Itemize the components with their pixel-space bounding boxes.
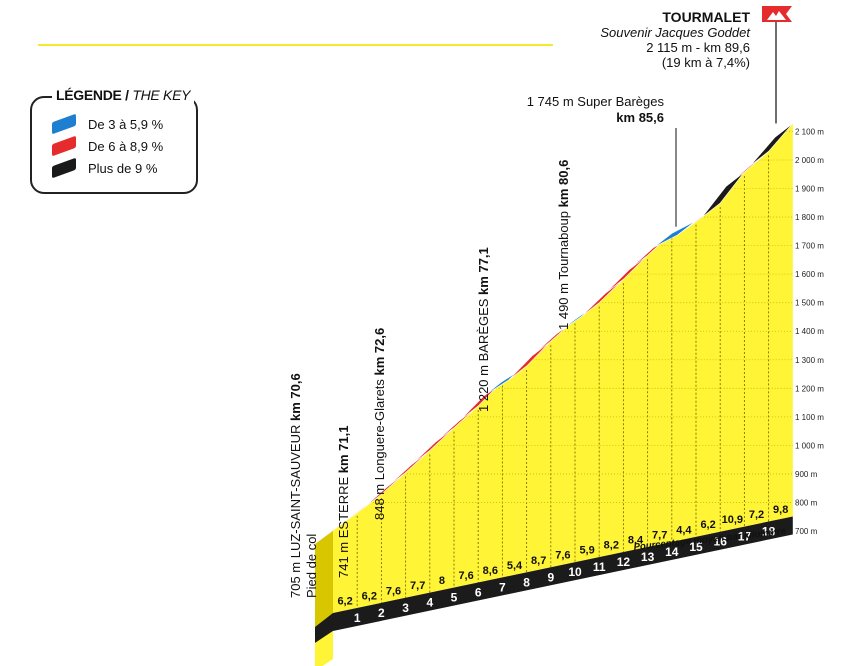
climb-annotation: 1 490 m Tournaboup km 80,6 xyxy=(556,160,571,330)
legend-label: De 3 à 5,9 % xyxy=(88,116,164,132)
callout-label: 1 745 m Super Barèges xyxy=(527,94,665,109)
summit-climb: (19 km à 7,4%) xyxy=(661,55,750,70)
header-rule xyxy=(38,44,553,46)
gradient-label: 10,9 xyxy=(722,514,743,526)
gradient-label: 7,7 xyxy=(652,529,667,541)
altitude-tick-label: 1 700 m xyxy=(795,242,824,251)
annotation-place: 848 m Longuere-Glarets xyxy=(372,375,387,520)
altitude-tick-label: 800 m xyxy=(795,498,818,507)
altitude-tick-label: 1 600 m xyxy=(795,270,824,279)
summit-altitude: 2 115 m - km 89,6 xyxy=(646,40,750,55)
km-label: 18 xyxy=(762,525,776,539)
altitude-tick-label: 2 000 m xyxy=(795,156,824,165)
annotation-km: km 70,6 xyxy=(288,373,303,421)
altitude-tick-label: 700 m xyxy=(795,527,818,536)
km-label: 9 xyxy=(547,570,554,584)
annotation-km: km 71,1 xyxy=(336,426,351,474)
gradient-segment xyxy=(750,123,794,166)
gradient-label: 6,2 xyxy=(337,595,352,607)
altitude-tick-label: 1 300 m xyxy=(795,356,824,365)
km-label: 7 xyxy=(499,580,506,594)
legend-title: LÉGENDE / THE KEY xyxy=(52,87,195,103)
climb-annotation: 848 m Longuere-Glarets km 72,6 xyxy=(372,328,387,520)
annotation-place: 741 m ESTERRE xyxy=(336,473,351,578)
km-label: 10 xyxy=(568,565,582,579)
km-label: 15 xyxy=(689,540,703,554)
gradient-label: 8,6 xyxy=(483,565,498,577)
annotation-place: 705 m LUZ-SAINT-SAUVEUR xyxy=(288,421,303,598)
annotation-place: 1 490 m Tournaboup xyxy=(556,207,571,330)
gradient-label: 8,2 xyxy=(604,540,619,552)
gradient-label: 4,4 xyxy=(676,524,692,536)
gradient-label: 7,6 xyxy=(386,585,401,597)
gradient-label: 6,2 xyxy=(700,519,715,531)
callout-km: km 85,6 xyxy=(616,110,664,125)
km-label: 4 xyxy=(426,596,433,610)
altitude-tick-label: 1 200 m xyxy=(795,384,824,393)
gradient-label: 7,2 xyxy=(749,509,764,521)
km-label: 16 xyxy=(714,535,728,549)
gradient-label: 7,6 xyxy=(555,550,570,562)
km-base-strip xyxy=(315,516,793,643)
km-label: 13 xyxy=(641,550,655,564)
km-label: 17 xyxy=(738,530,752,544)
climb-annotation: 705 m LUZ-SAINT-SAUVEUR km 70,6 xyxy=(288,373,303,598)
annotation-place: Pied de col xyxy=(304,534,319,598)
km-label: 1 xyxy=(354,611,361,625)
altitude-tick-label: 1 800 m xyxy=(795,213,824,222)
altitude-tick-label: 900 m xyxy=(795,470,818,479)
legend-item-black: Plus de 9 % xyxy=(52,157,158,179)
mountain-icon xyxy=(767,11,786,20)
legend-item-blue: De 3 à 5,9 % xyxy=(52,113,164,135)
annotation-km: km 72,6 xyxy=(372,328,387,376)
annotation-place: 1 220 m BARÈGES xyxy=(476,295,491,412)
altitude-tick-label: 1 900 m xyxy=(795,185,824,194)
km-label: 11 xyxy=(593,560,606,574)
km-label: 5 xyxy=(451,591,458,605)
altitude-tick-label: 1 500 m xyxy=(795,299,824,308)
km-label: 3 xyxy=(402,601,409,615)
profile-fill xyxy=(333,123,793,614)
km-label: 6 xyxy=(475,586,482,600)
gradient-label: 8,4 xyxy=(628,534,644,546)
summit-name: TOURMALET xyxy=(662,9,750,25)
gradient-label: 8,7 xyxy=(531,555,546,567)
gradient-label: 7,6 xyxy=(458,570,473,582)
base-front-face xyxy=(315,631,333,666)
km-label: 12 xyxy=(617,555,631,569)
gradient-label: 5,4 xyxy=(507,560,523,572)
km-label: 2 xyxy=(378,606,385,620)
gradient-label: 9,8 xyxy=(773,504,788,516)
gradient-label: 8 xyxy=(439,575,445,587)
altitude-tick-label: 1 100 m xyxy=(795,413,824,422)
climb-annotation: 1 220 m BARÈGES km 77,1 xyxy=(476,247,491,412)
summit-subtitle: Souvenir Jacques Goddet xyxy=(600,25,750,40)
legend-label: Plus de 9 % xyxy=(88,160,158,176)
legend-label: De 6 à 8,9 % xyxy=(88,138,164,154)
km-label: 14 xyxy=(665,545,679,559)
summit-info: TOURMALET Souvenir Jacques Goddet 2 115 … xyxy=(600,9,750,71)
gradient-label: 6,2 xyxy=(362,590,377,602)
gradient-label: 7,7 xyxy=(410,580,425,592)
altitude-tick-label: 1 400 m xyxy=(795,327,824,336)
gradient-label: 5,9 xyxy=(579,545,594,557)
altitude-tick-label: 2 100 m xyxy=(795,127,824,136)
climb-annotation: 741 m ESTERRE km 71,1 xyxy=(336,426,351,578)
km-label: 8 xyxy=(523,575,530,589)
legend-item-red: De 6 à 8,9 % xyxy=(52,135,164,157)
annotation-km: km 80,6 xyxy=(556,160,571,208)
climb-annotation: Pied de col xyxy=(304,534,319,598)
annotation-km: km 77,1 xyxy=(476,247,491,295)
altitude-tick-label: 1 000 m xyxy=(795,441,824,450)
